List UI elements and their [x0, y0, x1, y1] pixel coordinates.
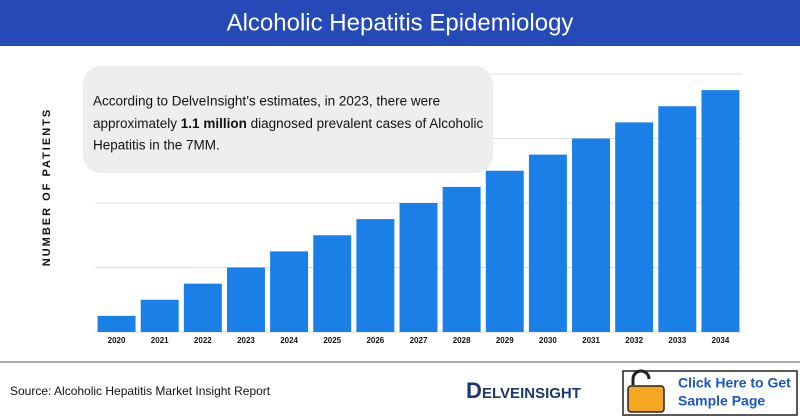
button-label[interactable]: Click Here to Get: [678, 375, 791, 391]
x-tick-label: 2031: [582, 336, 600, 345]
x-tick-label: 2023: [237, 336, 255, 345]
bar: [615, 122, 654, 332]
bar: [313, 235, 352, 332]
bar: [658, 106, 697, 332]
y-axis-label: NUMBER OF PATIENTS: [41, 108, 53, 266]
bar: [442, 186, 481, 332]
bar: [226, 267, 265, 332]
bar: [528, 154, 567, 332]
callout-highlight: 1.1 million: [181, 116, 247, 131]
x-tick-label: 2022: [194, 336, 212, 345]
callout-text: approximately: [93, 116, 181, 131]
bar: [140, 299, 179, 332]
x-tick-label: 2021: [151, 336, 169, 345]
x-tick-label: 2028: [453, 336, 471, 345]
plot-area: 2020 2021 2022 2023 2024 2025 2026 2027 2028 2029…: [95, 73, 742, 345]
callout-text: diagnosed prevalent cases of Alcoholic: [247, 116, 484, 131]
sample-button[interactable]: Click Here to Get Sample Page: [622, 369, 798, 416]
x-tick-label: 2026: [366, 336, 384, 345]
x-tick-label: 2030: [539, 336, 557, 345]
bar: [399, 203, 438, 332]
bar: [572, 138, 611, 332]
button-label[interactable]: Sample Page: [678, 393, 765, 409]
logo-text: ELVEINSIGHT: [482, 385, 581, 402]
x-tick-label: 2029: [496, 336, 514, 345]
x-tick-label: 2034: [712, 336, 730, 345]
callout-line: According to DelveInsight’s estimates, i…: [93, 94, 440, 109]
bar: [270, 251, 309, 332]
bar: [183, 283, 222, 332]
logo-initial: D: [466, 378, 482, 403]
callout-line: approximately 1.1 million diagnosed prev…: [93, 116, 483, 131]
lock-body: [627, 385, 665, 413]
x-tick-label: 2032: [625, 336, 643, 345]
header-band: [0, 0, 800, 46]
bar: [485, 170, 524, 332]
x-tick-label: 2025: [323, 336, 341, 345]
bar: [356, 219, 395, 332]
callout-box: [83, 66, 493, 173]
bar: [701, 90, 740, 332]
chart-title: Alcoholic Hepatitis Epidemiology: [227, 9, 574, 36]
x-tick-label: 2024: [280, 336, 298, 345]
source-note: Source: Alcoholic Hepatitis Market Insig…: [10, 384, 271, 398]
lock-shackle: [631, 369, 651, 385]
bar: [97, 315, 136, 332]
x-tick-label: 2020: [108, 336, 126, 345]
x-tick-label: 2027: [410, 336, 428, 345]
callout-line: Hepatitis in the 7MM.: [93, 138, 220, 153]
x-tick-label: 2033: [668, 336, 686, 345]
